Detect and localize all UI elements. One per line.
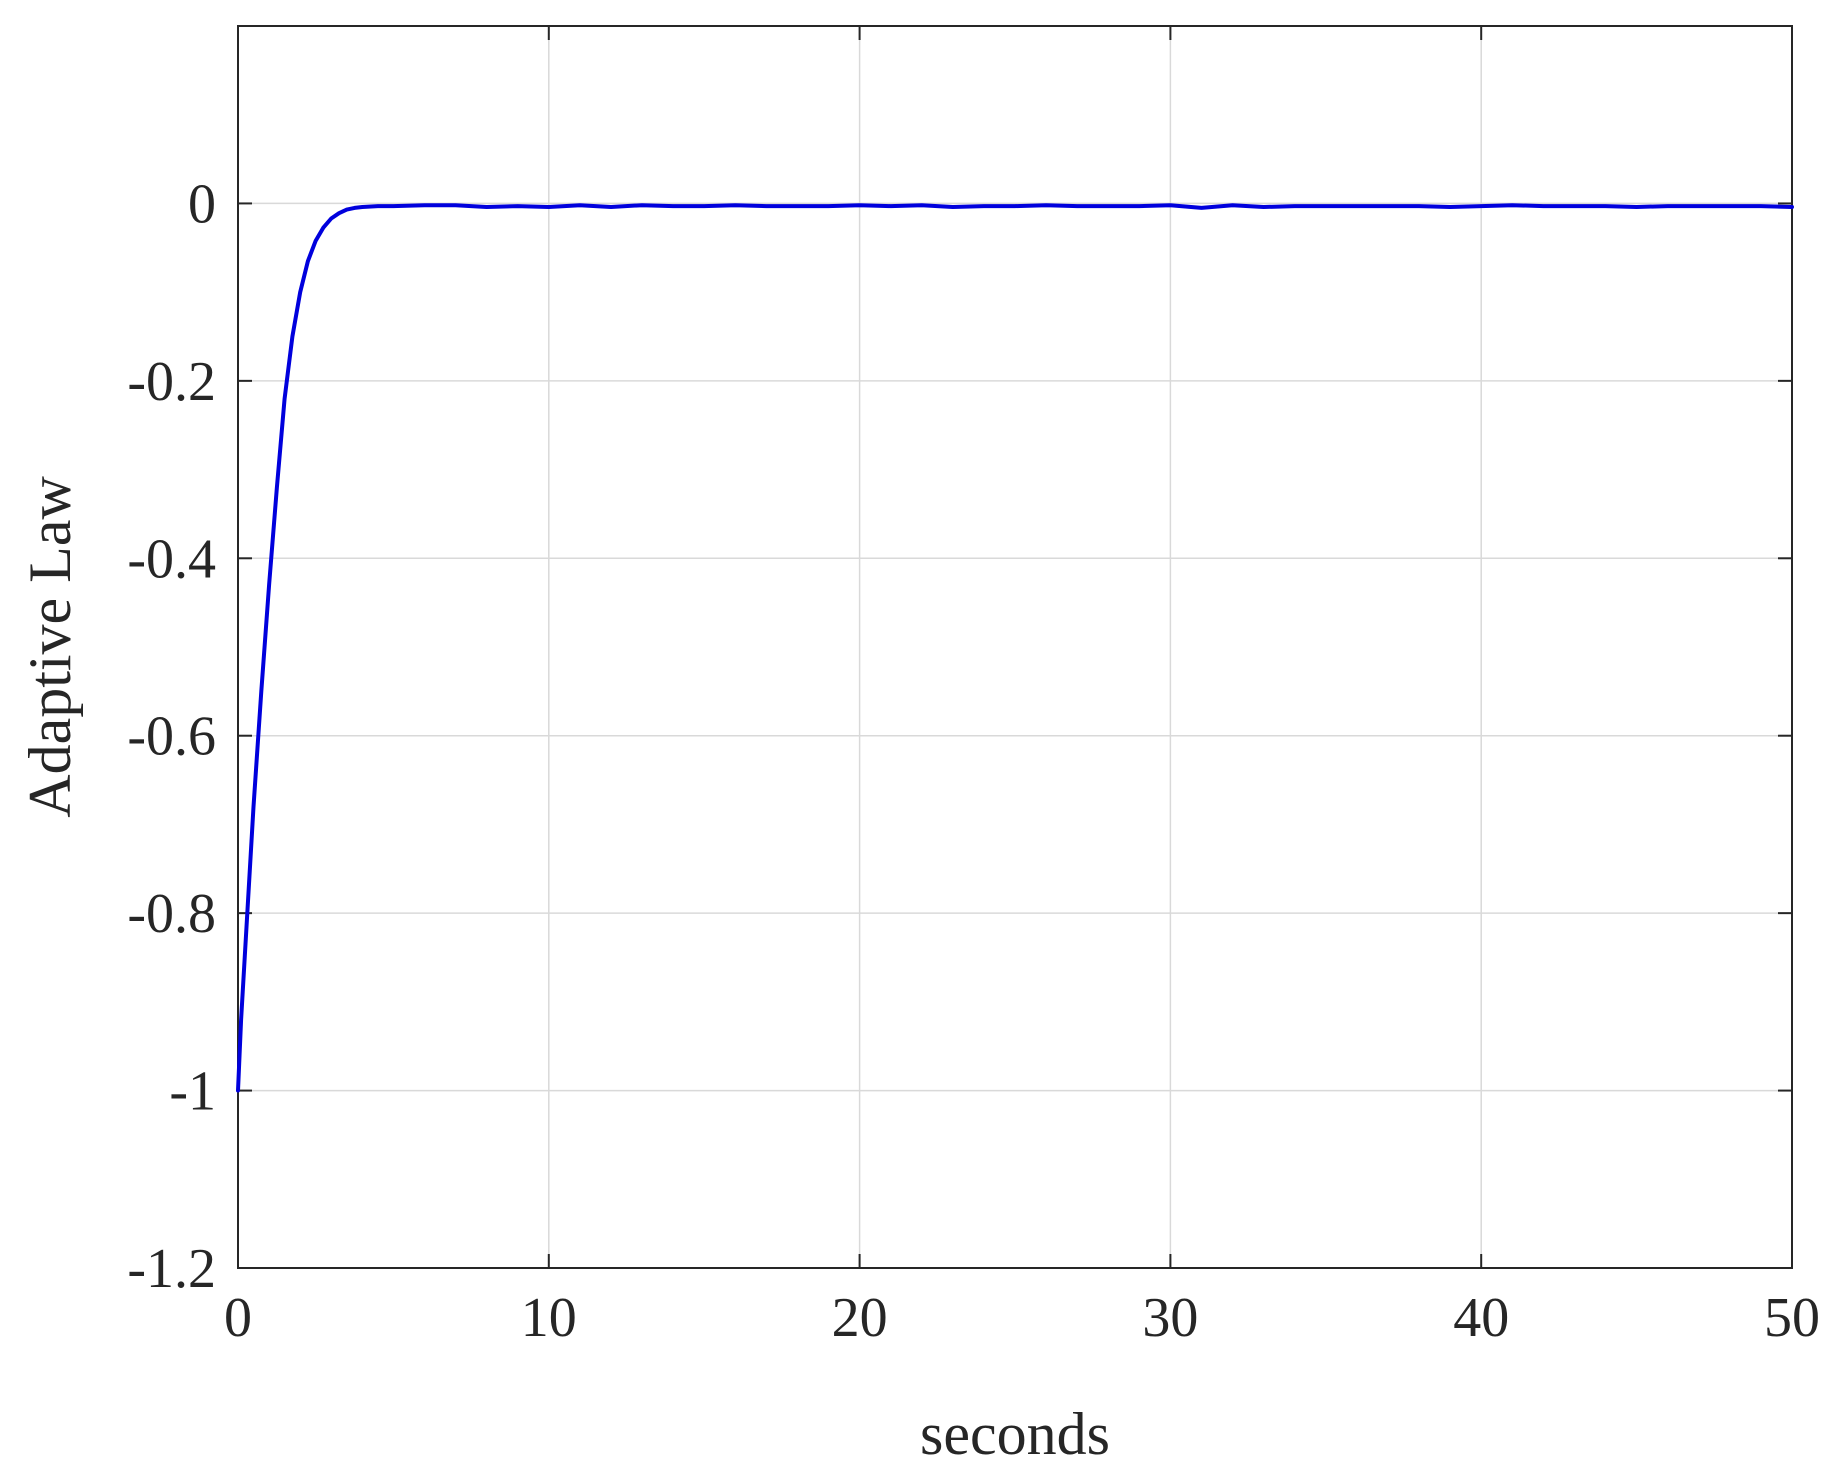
data-point: [1294, 206, 1295, 207]
data-point: [1792, 207, 1793, 208]
data-point: [1450, 207, 1451, 208]
data-point: [1170, 205, 1171, 206]
data-point: [377, 206, 378, 207]
x-tick-label: 20: [832, 1287, 888, 1349]
data-point: [323, 227, 324, 228]
y-tick-label: -1: [169, 1061, 216, 1123]
data-point: [1512, 205, 1513, 206]
data-point: [735, 205, 736, 206]
data-point: [284, 398, 285, 399]
data-point: [1605, 206, 1606, 207]
data-point: [393, 206, 394, 207]
data-point: [983, 206, 984, 207]
y-tick-labels: -1.2 -1 -0.8 -0.6 -0.4 -0.2 0: [127, 173, 216, 1300]
data-point: [238, 1090, 239, 1091]
data-point: [1388, 206, 1389, 207]
y-tick-label: -0.8: [127, 883, 216, 945]
data-point: [276, 487, 277, 488]
data-point: [1574, 206, 1575, 207]
data-point: [253, 806, 254, 807]
y-tick-label: -0.4: [127, 528, 216, 590]
series-line: [236, 203, 1794, 1093]
x-tick-label: 0: [224, 1287, 252, 1349]
axes-box: [237, 25, 1793, 1269]
data-point: [362, 207, 363, 208]
data-point: [1201, 207, 1202, 208]
data-point: [642, 205, 643, 206]
x-tick-label: 10: [521, 1287, 577, 1349]
data-point: [455, 205, 456, 206]
data-point: [247, 913, 248, 914]
data-point: [1046, 205, 1047, 206]
data-point: [1481, 206, 1482, 207]
data-point: [1419, 206, 1420, 207]
x-tick-label: 30: [1142, 1287, 1198, 1349]
data-point: [269, 584, 270, 585]
data-point: [828, 206, 829, 207]
data-point: [1698, 206, 1699, 207]
data-point: [890, 206, 891, 207]
data-point: [766, 206, 767, 207]
data-point: [611, 207, 612, 208]
y-tick-label: -0.6: [127, 706, 216, 768]
data-point: [1108, 206, 1109, 207]
data-point: [354, 207, 355, 208]
series-layer: [236, 203, 1794, 1093]
data-point: [307, 261, 308, 262]
data-point: [1729, 206, 1730, 207]
y-tick-label: -0.2: [127, 351, 216, 413]
data-point: [300, 292, 301, 293]
data-point: [1667, 206, 1668, 207]
data-point: [346, 209, 347, 210]
y-axis-label: Adaptive Law: [17, 476, 83, 818]
data-point: [292, 336, 293, 337]
data-point: [261, 691, 262, 692]
data-point: [1015, 206, 1016, 207]
data-point: [1760, 206, 1761, 207]
data-point: [579, 205, 580, 206]
data-point: [517, 206, 518, 207]
data-point: [1325, 206, 1326, 207]
data-point: [424, 205, 425, 206]
data-point: [1077, 206, 1078, 207]
data-point: [704, 206, 705, 207]
x-tick-labels: 0 10 20 30 40 50: [224, 1287, 1820, 1349]
data-point: [797, 206, 798, 207]
data-point: [1139, 206, 1140, 207]
data-point: [952, 207, 953, 208]
data-point: [1636, 207, 1637, 208]
data-point: [859, 205, 860, 206]
data-point: [921, 205, 922, 206]
data-point: [1356, 206, 1357, 207]
data-point: [315, 240, 316, 241]
x-tick-label: 40: [1453, 1287, 1509, 1349]
data-point: [1543, 206, 1544, 207]
data-point: [548, 207, 549, 208]
x-axis-label: seconds: [920, 1401, 1110, 1467]
data-point: [241, 1019, 242, 1020]
y-tick-label: 0: [188, 173, 216, 235]
data-point: [486, 207, 487, 208]
data-point: [1232, 205, 1233, 206]
axis-ticks: [237, 26, 1793, 1269]
data-point: [673, 206, 674, 207]
x-tick-label: 50: [1764, 1287, 1820, 1349]
data-point: [331, 218, 332, 219]
y-tick-label: -1.2: [127, 1238, 216, 1300]
data-point: [1263, 207, 1264, 208]
data-point: [339, 213, 340, 214]
